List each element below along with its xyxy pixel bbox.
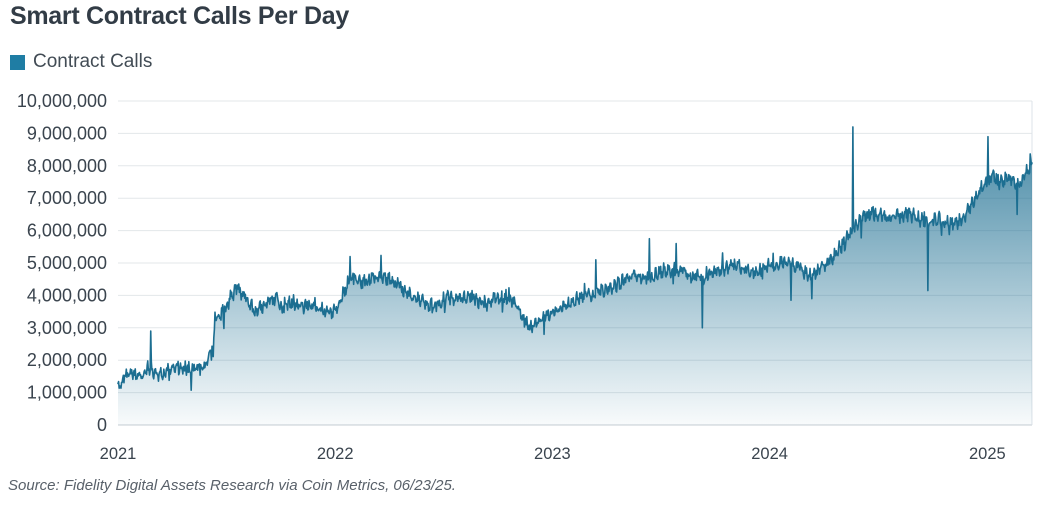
legend: Contract Calls bbox=[10, 51, 152, 73]
source-note: Source: Fidelity Digital Assets Research… bbox=[8, 477, 456, 494]
y-axis-tick-label: 8,000,000 bbox=[27, 156, 107, 176]
x-axis-tick-label: 2024 bbox=[751, 445, 788, 463]
chart-title: Smart Contract Calls Per Day bbox=[10, 2, 349, 30]
y-axis-tick-label: 4,000,000 bbox=[27, 285, 107, 305]
legend-label: Contract Calls bbox=[33, 51, 153, 72]
x-axis-tick-label: 2025 bbox=[969, 445, 1006, 463]
y-axis-tick-label: 1,000,000 bbox=[27, 383, 107, 403]
y-axis-tick-label: 9,000,000 bbox=[27, 123, 107, 143]
y-axis-tick-label: 6,000,000 bbox=[27, 221, 107, 241]
x-axis-tick-label: 2021 bbox=[100, 445, 137, 463]
y-axis-tick-label: 2,000,000 bbox=[27, 350, 107, 370]
y-axis-tick-label: 3,000,000 bbox=[27, 318, 107, 338]
contract-calls-line bbox=[117, 126, 1033, 392]
x-axis-tick-label: 2023 bbox=[534, 445, 571, 463]
contract-calls-area-fill bbox=[118, 126, 1032, 426]
y-axis-tick-label: 7,000,000 bbox=[27, 188, 107, 208]
legend-swatch-icon bbox=[10, 54, 25, 70]
y-axis-tick-label: 5,000,000 bbox=[27, 253, 107, 273]
y-axis-tick-label: 10,000,000 bbox=[17, 91, 107, 111]
x-axis-tick-label: 2022 bbox=[317, 445, 354, 463]
y-axis-tick-label: 0 bbox=[97, 415, 107, 435]
